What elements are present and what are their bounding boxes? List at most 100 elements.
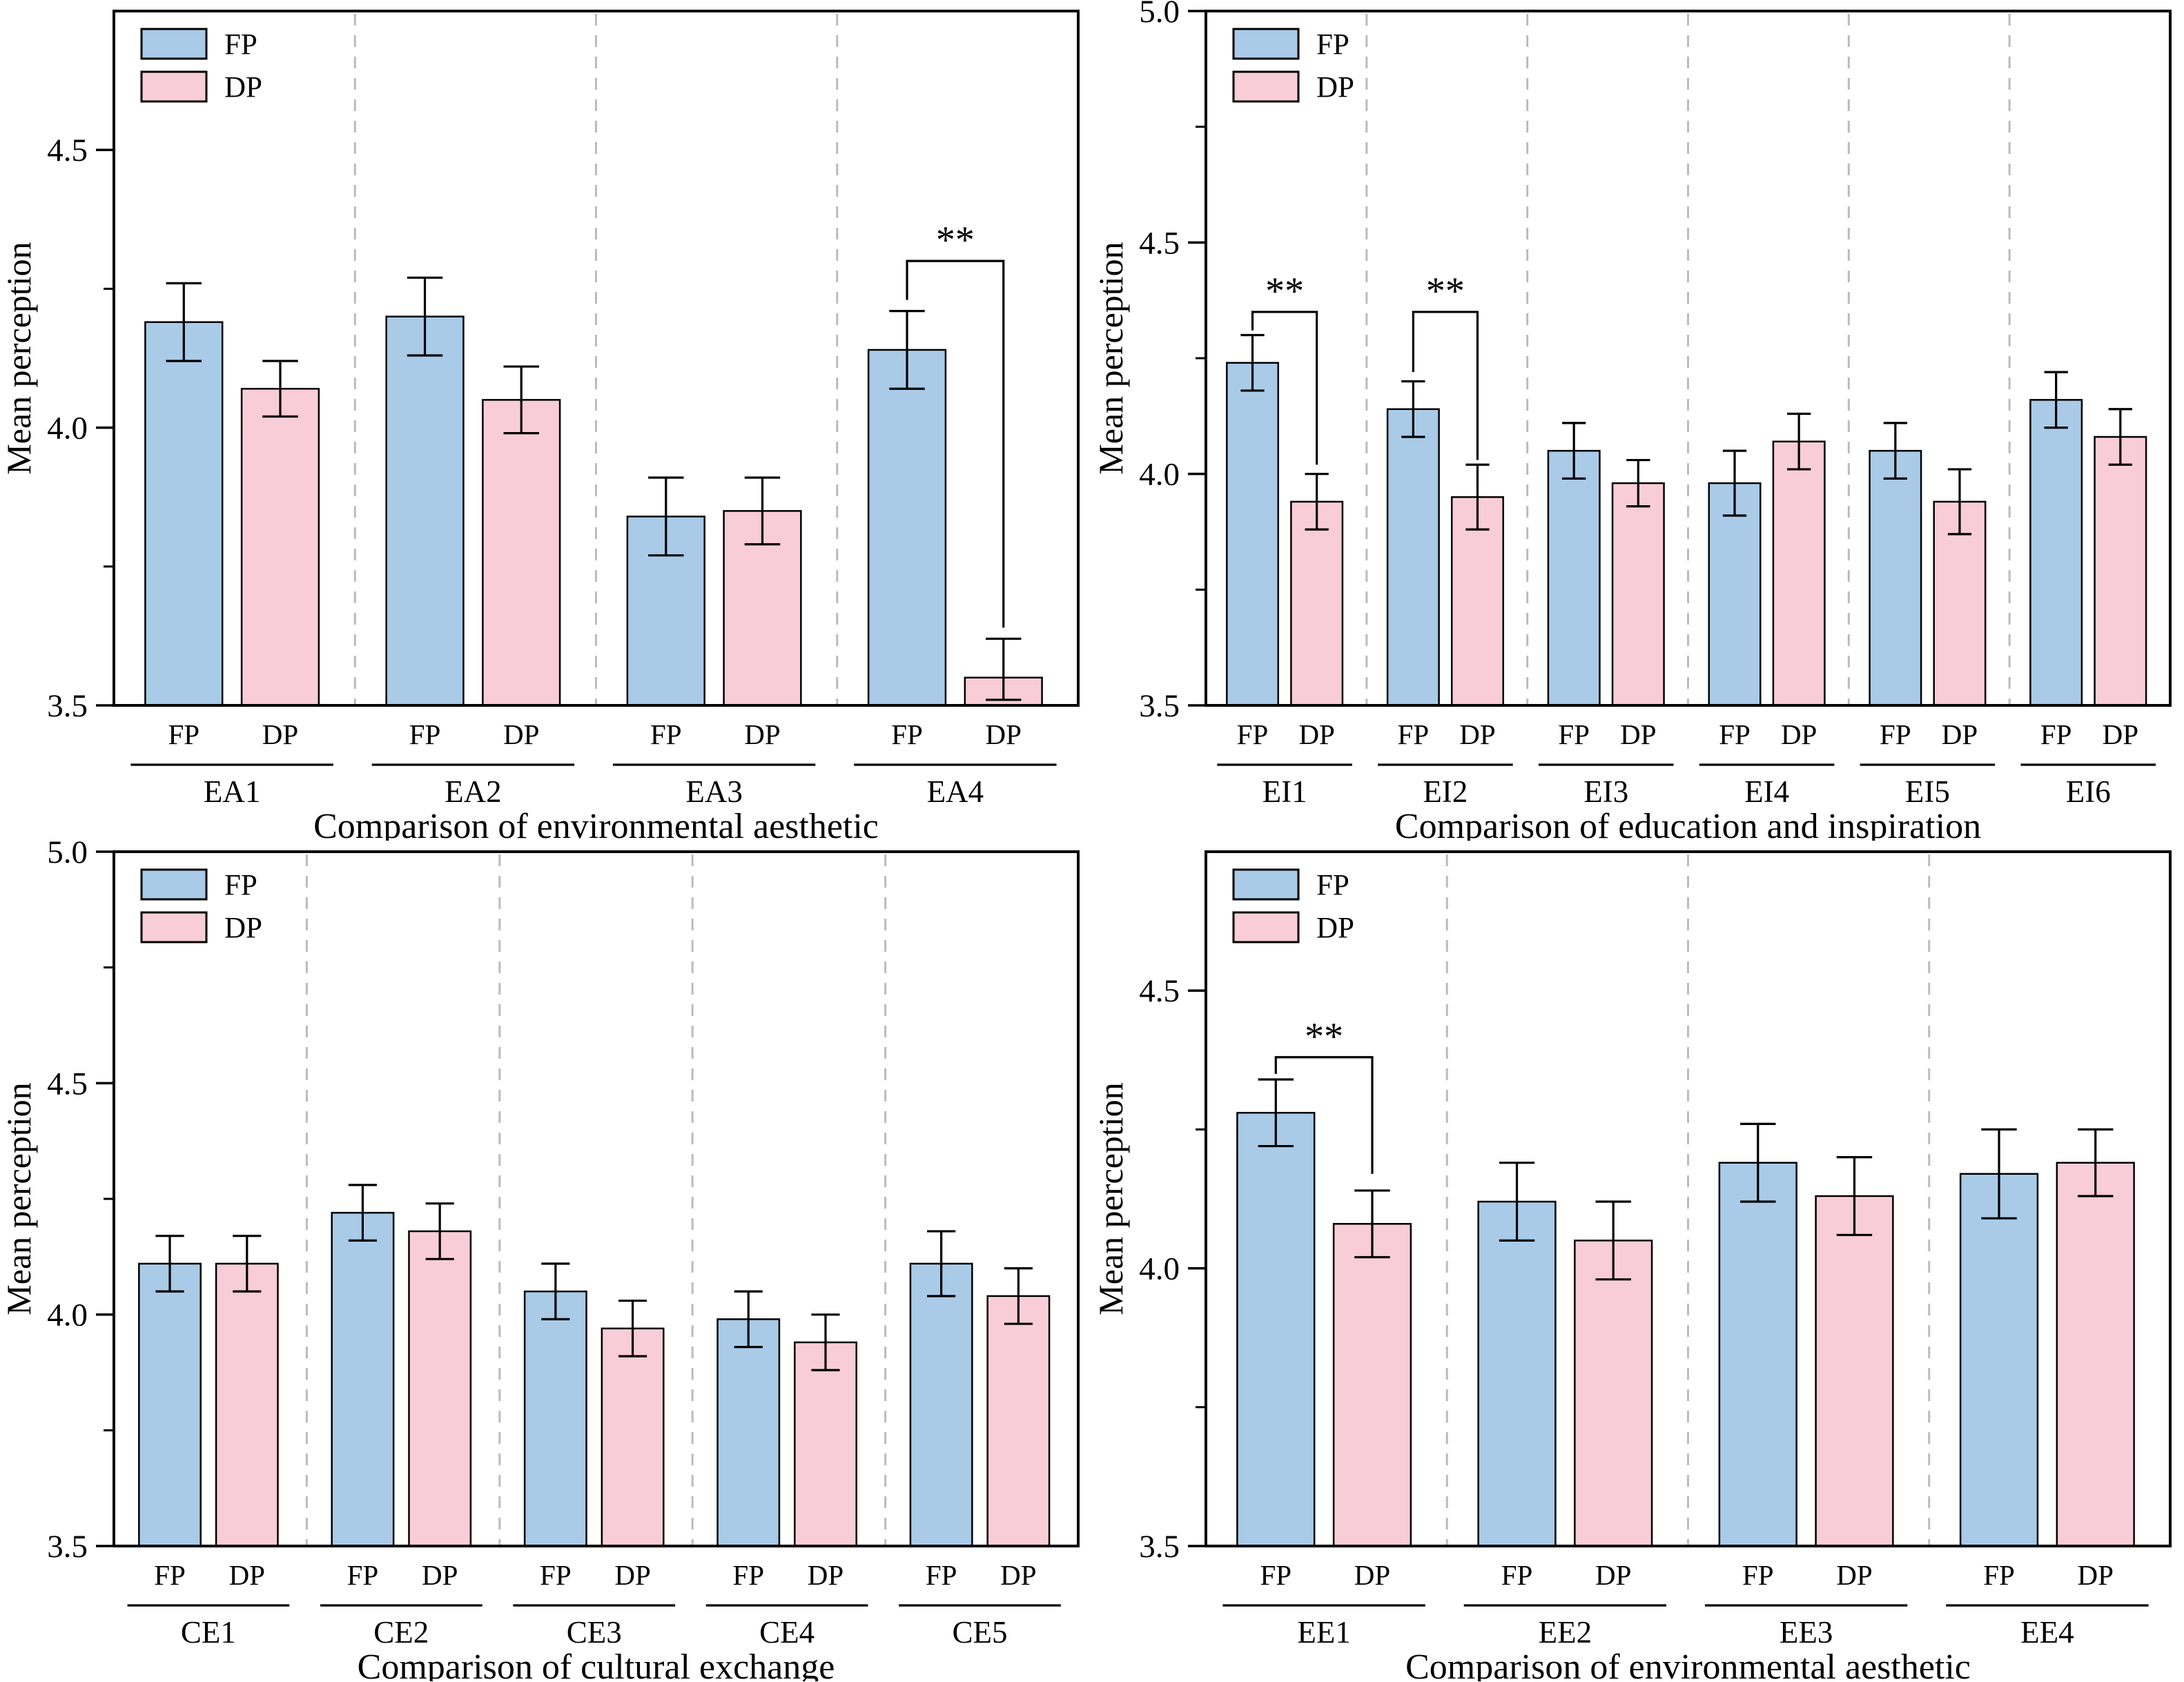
legend-label-fp: FP bbox=[1316, 29, 1349, 61]
y-tick-label: 4.0 bbox=[47, 1298, 88, 1333]
bar-CE4-FP bbox=[716, 1318, 781, 1547]
bar-CE5-DP bbox=[986, 1295, 1051, 1547]
error-bar-CE1-FP bbox=[155, 1235, 184, 1293]
error-bar-CE2-FP bbox=[348, 1184, 377, 1242]
legend-label-fp: FP bbox=[1316, 870, 1349, 902]
group-label-EI1: EI1 bbox=[1262, 774, 1307, 809]
bar-sublabel-dp: DP bbox=[1000, 1559, 1036, 1591]
y-tick-label: 5.0 bbox=[47, 841, 88, 870]
bar-sublabel-dp: DP bbox=[808, 1559, 844, 1591]
bar-sublabel-fp: FP bbox=[891, 718, 923, 750]
error-bar-EA4-FP bbox=[889, 309, 925, 390]
group-label-EE4: EE4 bbox=[2020, 1615, 2074, 1650]
bar-sublabel-fp: FP bbox=[1880, 718, 1911, 750]
y-tick-label: 3.5 bbox=[1139, 1529, 1180, 1565]
significance-bracket-EI2 bbox=[1412, 311, 1479, 460]
error-bar-CE4-DP bbox=[811, 1313, 840, 1371]
y-tick-label: 4.5 bbox=[1139, 225, 1180, 261]
y-tick-label: 4.0 bbox=[1139, 1251, 1180, 1287]
bar-EI6-FP bbox=[2029, 399, 2083, 707]
panel-education-and-inspiration: ** ** 3.5 4.0 4.5 5.0 Mean perception FP DP EI1 FP… bbox=[1092, 0, 2184, 841]
error-bar-EE1-DP bbox=[1354, 1189, 1390, 1259]
error-bar-CE4-FP bbox=[734, 1290, 763, 1349]
bar-sublabel-fp: FP bbox=[1719, 718, 1751, 750]
error-bar-EI6-FP bbox=[2044, 371, 2068, 429]
legend: FP DP bbox=[140, 28, 262, 104]
error-bar-EI4-DP bbox=[1787, 412, 1811, 471]
bar-EI3-DP bbox=[1611, 482, 1665, 707]
bar-sublabel-fp: FP bbox=[154, 1559, 186, 1591]
y-tick-label: 5.0 bbox=[1139, 0, 1180, 30]
group-label-EE2: EE2 bbox=[1539, 1615, 1592, 1650]
bar-CE2-DP bbox=[408, 1230, 472, 1547]
bar-sublabel-dp: DP bbox=[1298, 718, 1334, 750]
y-tick-label: 3.5 bbox=[47, 688, 88, 724]
error-bar-EA1-FP bbox=[166, 282, 202, 362]
error-bar-EI2-DP bbox=[1465, 463, 1490, 531]
bar-EI4-DP bbox=[1772, 440, 1826, 707]
bar-EA1-DP bbox=[240, 388, 320, 707]
y-tick-label: 4.5 bbox=[1139, 973, 1180, 1009]
error-bar-EA4-DP bbox=[986, 637, 1022, 701]
legend-label-fp: FP bbox=[224, 29, 257, 61]
bar-EI6-DP bbox=[2094, 436, 2147, 707]
y-tick-label: 4.0 bbox=[47, 411, 88, 447]
bar-sublabel-dp: DP bbox=[1781, 718, 1817, 750]
significance-bracket-EI1 bbox=[1251, 311, 1318, 465]
bar-EI5-FP bbox=[1869, 449, 1922, 707]
error-bar-EI6-DP bbox=[2108, 408, 2132, 466]
bar-sublabel-fp: FP bbox=[650, 718, 682, 750]
bar-sublabel-fp: FP bbox=[1558, 718, 1590, 750]
significance-label-EI1: ** bbox=[1265, 270, 1304, 313]
significance-label-EA4: ** bbox=[936, 219, 975, 262]
legend-swatch-dp bbox=[140, 911, 208, 943]
error-bar-EI2-FP bbox=[1401, 380, 1425, 438]
group-label-EE1: EE1 bbox=[1297, 1615, 1350, 1650]
bar-CE4-DP bbox=[794, 1341, 857, 1547]
bar-sublabel-dp: DP bbox=[2078, 1559, 2114, 1591]
group-label-EA3: EA3 bbox=[685, 774, 743, 809]
plot-border bbox=[113, 10, 1080, 707]
bar-EE4-DP bbox=[2056, 1162, 2135, 1547]
bar-EE2-FP bbox=[1477, 1200, 1557, 1547]
bar-CE2-FP bbox=[331, 1211, 395, 1547]
y-tick-label: 3.5 bbox=[47, 1529, 88, 1565]
error-bar-EA2-DP bbox=[503, 365, 539, 435]
group-label-EA2: EA2 bbox=[445, 774, 502, 809]
bar-EE1-DP bbox=[1332, 1222, 1412, 1547]
legend-swatch-dp bbox=[1232, 70, 1300, 103]
error-bar-EE3-FP bbox=[1740, 1122, 1776, 1203]
bar-sublabel-dp: DP bbox=[1459, 718, 1495, 750]
bar-sublabel-dp: DP bbox=[422, 1559, 458, 1591]
bar-sublabel-dp: DP bbox=[2103, 718, 2138, 750]
group-label-EA1: EA1 bbox=[204, 774, 261, 809]
bar-sublabel-dp: DP bbox=[229, 1559, 265, 1591]
legend: FP DP bbox=[1232, 868, 1354, 945]
bar-sublabel-fp: FP bbox=[1237, 718, 1269, 750]
chart-panel-EI: ** ** 3.5 4.0 4.5 5.0 Mean perception FP DP EI1 FP… bbox=[1092, 0, 2184, 841]
group-label-EI4: EI4 bbox=[1744, 774, 1789, 809]
bar-EI1-DP bbox=[1290, 500, 1344, 707]
y-tick-label: 4.5 bbox=[47, 1066, 88, 1102]
legend-label-fp: FP bbox=[224, 870, 257, 902]
y-axis-title: Mean perception bbox=[1092, 242, 1130, 474]
error-bar-EE4-DP bbox=[2078, 1128, 2114, 1197]
y-tick-label: 4.5 bbox=[47, 133, 88, 168]
error-bar-EI3-FP bbox=[1562, 422, 1586, 480]
legend-label-dp: DP bbox=[224, 912, 262, 945]
group-label-CE2: CE2 bbox=[373, 1615, 429, 1650]
bar-EA2-DP bbox=[482, 399, 561, 707]
legend-swatch-fp bbox=[140, 868, 208, 901]
error-bar-CE1-DP bbox=[233, 1235, 262, 1293]
error-bar-CE3-FP bbox=[541, 1262, 570, 1320]
bar-EI5-DP bbox=[1933, 500, 1987, 707]
bar-sublabel-fp: FP bbox=[926, 1559, 957, 1591]
bar-sublabel-fp: FP bbox=[1742, 1559, 1774, 1591]
bar-sublabel-dp: DP bbox=[1836, 1559, 1872, 1591]
bar-EE3-FP bbox=[1718, 1162, 1797, 1547]
bar-sublabel-fp: FP bbox=[1983, 1559, 2015, 1591]
y-tick-label: 3.5 bbox=[1139, 688, 1180, 724]
bar-sublabel-dp: DP bbox=[1620, 718, 1656, 750]
